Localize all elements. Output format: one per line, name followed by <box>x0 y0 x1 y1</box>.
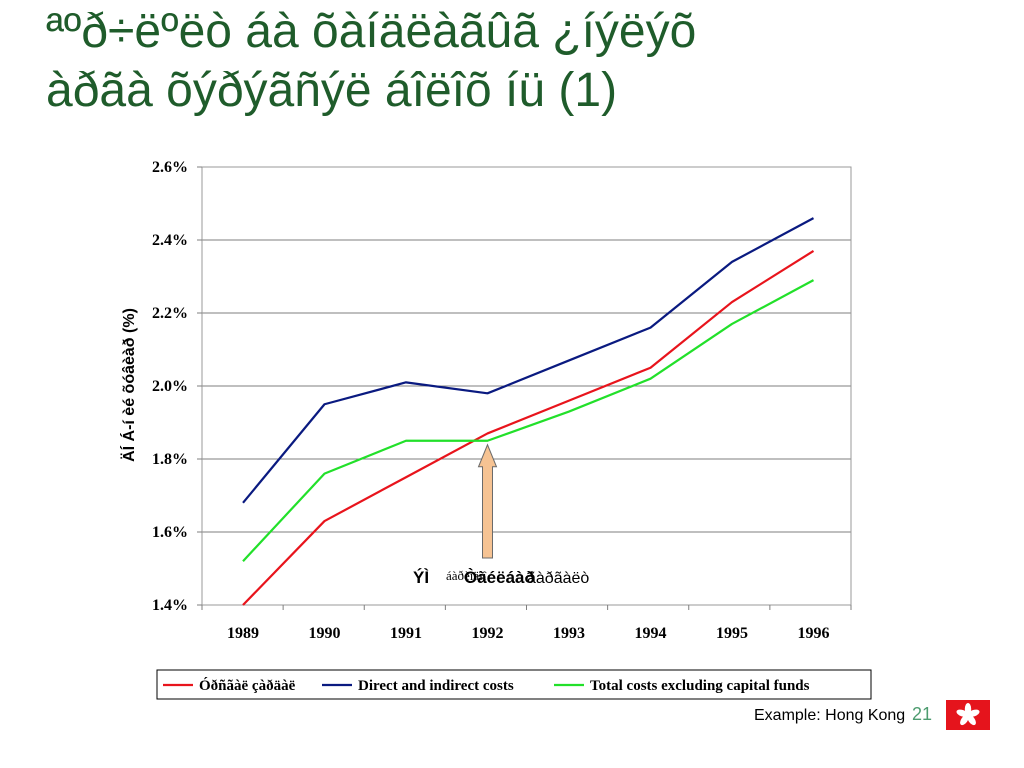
x-tick-label: 1989 <box>227 625 259 642</box>
annotation-arrow <box>477 443 498 559</box>
slide-title: ªºð÷ëºëò áà õàíäëàãûã ¿íýëýõ àðãà õýðýãñ… <box>46 2 1006 120</box>
flag-petal <box>956 709 969 717</box>
x-tick-label: 1996 <box>798 625 830 642</box>
x-tick-label: 1994 <box>635 625 667 642</box>
series-line <box>242 217 815 504</box>
series-line <box>242 250 815 606</box>
legend-box <box>156 669 872 700</box>
y-axis-label: ÄÍ Á-í èé õóâèàð (%) <box>119 308 138 462</box>
x-axis-ticks: 1989 1990 1991 1992 1993 1994 1995 1996 <box>201 605 852 642</box>
title-line-2: àðãà õýðýãñýë áîëîõ íü (1) <box>46 64 618 117</box>
legend-label: Total costs excluding capital funds <box>590 678 810 694</box>
annotation-label-overlap: áàðèìäîî <box>446 568 487 583</box>
chart-series <box>242 217 815 606</box>
y-tick-label: 1.4% <box>152 597 188 614</box>
y-tick-label: 2.0% <box>152 378 188 395</box>
y-axis-ticks: 1.4% 1.6% 1.8% 2.0% 2.2% 2.4% 2.6% <box>152 159 202 614</box>
y-tick-label: 2.2% <box>152 305 188 322</box>
flag-petal <box>960 714 969 726</box>
x-tick-label: 1993 <box>553 625 585 642</box>
y-tick-label: 1.8% <box>152 451 188 468</box>
legend-label: Direct and indirect costs <box>358 678 514 694</box>
y-tick-label: 2.4% <box>152 232 188 249</box>
annotation-label-main: Òàéëáàð <box>464 568 535 587</box>
x-tick-label: 1990 <box>309 625 341 642</box>
annotation-label: ÝÌ <box>413 568 429 587</box>
chart-legend: Óðñãàë çàðäàë Direct and indirect costs To… <box>156 669 872 700</box>
hong-kong-flag-icon <box>946 700 990 730</box>
page-number: 21 <box>912 704 933 724</box>
x-tick-label: 1995 <box>716 625 748 642</box>
y-tick-label: 1.6% <box>152 524 188 541</box>
flag-petal <box>967 714 976 726</box>
footer-caption: Example: Hong Kong <box>754 707 906 724</box>
flag-petal <box>967 709 980 717</box>
legend-label: Óðñãàë çàðäàë <box>199 677 296 694</box>
x-tick-label: 1992 <box>472 625 504 642</box>
annotation-label-tail: ãàðãàëò <box>527 570 589 587</box>
x-tick-label: 1991 <box>390 625 422 642</box>
chart-gridlines <box>202 166 851 533</box>
series-line <box>242 279 815 562</box>
title-line-1: ªºð÷ëºëò áà õàíäëàãûã ¿íýëýõ <box>46 5 697 58</box>
y-tick-label: 2.6% <box>152 159 188 176</box>
